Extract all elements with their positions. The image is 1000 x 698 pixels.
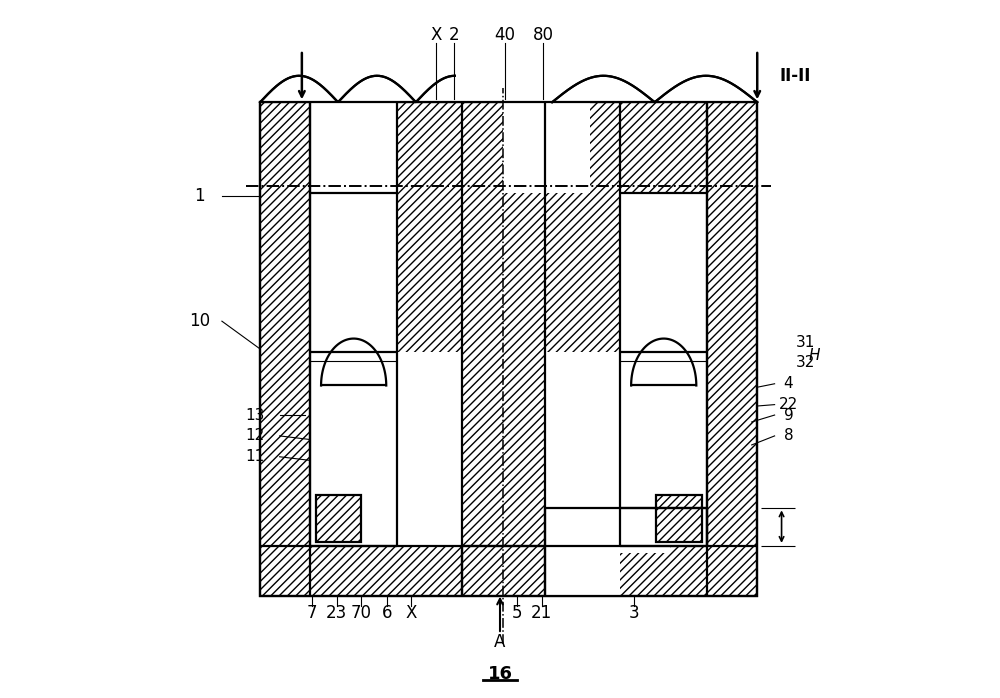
Bar [656, 495, 702, 542]
Text: 4: 4 [784, 376, 793, 392]
Bar [545, 352, 620, 546]
Bar [316, 495, 361, 542]
Polygon shape [321, 339, 386, 385]
Text: A: A [494, 633, 506, 651]
Bar [310, 193, 397, 352]
Text: 9: 9 [784, 408, 793, 422]
Bar [261, 61, 757, 103]
Text: 80: 80 [533, 26, 554, 44]
Bar [620, 352, 707, 546]
Text: 22: 22 [779, 397, 798, 412]
Text: 11: 11 [246, 450, 265, 464]
Text: II-II: II-II [779, 68, 810, 85]
Bar [620, 507, 670, 553]
Text: 6: 6 [382, 604, 393, 622]
Bar [397, 352, 462, 546]
Text: 32: 32 [796, 355, 816, 371]
Text: 40: 40 [494, 26, 515, 44]
Text: 21: 21 [531, 604, 552, 622]
Bar [545, 507, 707, 546]
Bar [260, 102, 757, 596]
Bar [620, 193, 707, 352]
Text: 31: 31 [796, 334, 816, 350]
Text: 70: 70 [350, 604, 371, 622]
Text: 23: 23 [326, 604, 347, 622]
Text: 1: 1 [194, 187, 205, 205]
Bar [310, 352, 397, 546]
Bar [545, 496, 620, 596]
Text: 5: 5 [511, 604, 522, 622]
Text: 7: 7 [306, 604, 317, 622]
Bar [545, 507, 707, 546]
Text: X: X [405, 604, 417, 622]
Text: 2: 2 [449, 26, 459, 44]
Text: 3: 3 [629, 604, 639, 622]
Bar [310, 102, 397, 193]
Text: 12: 12 [246, 429, 265, 443]
Bar [503, 102, 590, 193]
Text: 8: 8 [784, 429, 793, 443]
Text: X: X [430, 26, 442, 44]
Text: 16: 16 [488, 664, 512, 683]
Text: H: H [808, 348, 820, 364]
Text: 13: 13 [246, 408, 265, 422]
Polygon shape [631, 339, 696, 385]
Bar [260, 102, 757, 596]
Text: 10: 10 [189, 312, 210, 330]
